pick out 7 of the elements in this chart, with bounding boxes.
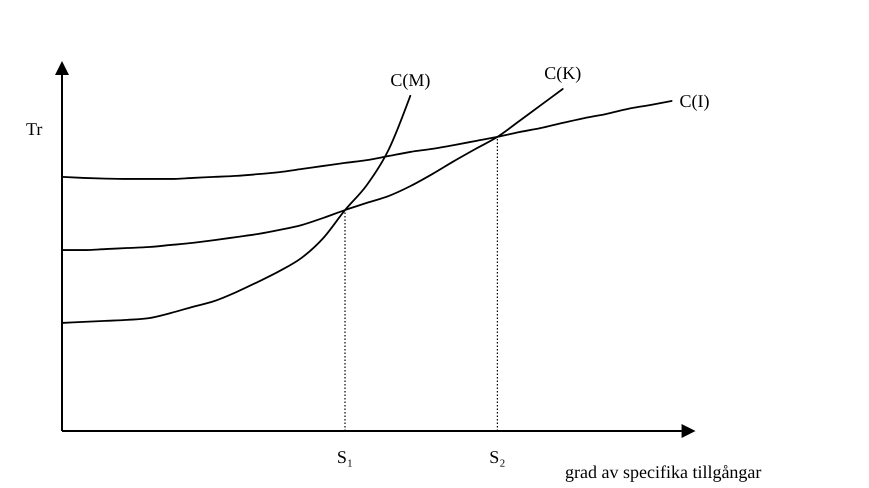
x-tick-label: S₂ <box>489 447 506 467</box>
y-axis-title: Tr <box>26 119 42 139</box>
series-label: C(K) <box>544 63 582 83</box>
series-label: C(I) <box>680 90 710 111</box>
x-tick-label: S₁ <box>336 447 354 467</box>
x-axis-title: grad av specifika tillgångar <box>565 462 762 482</box>
series-label: C(M) <box>390 70 430 90</box>
